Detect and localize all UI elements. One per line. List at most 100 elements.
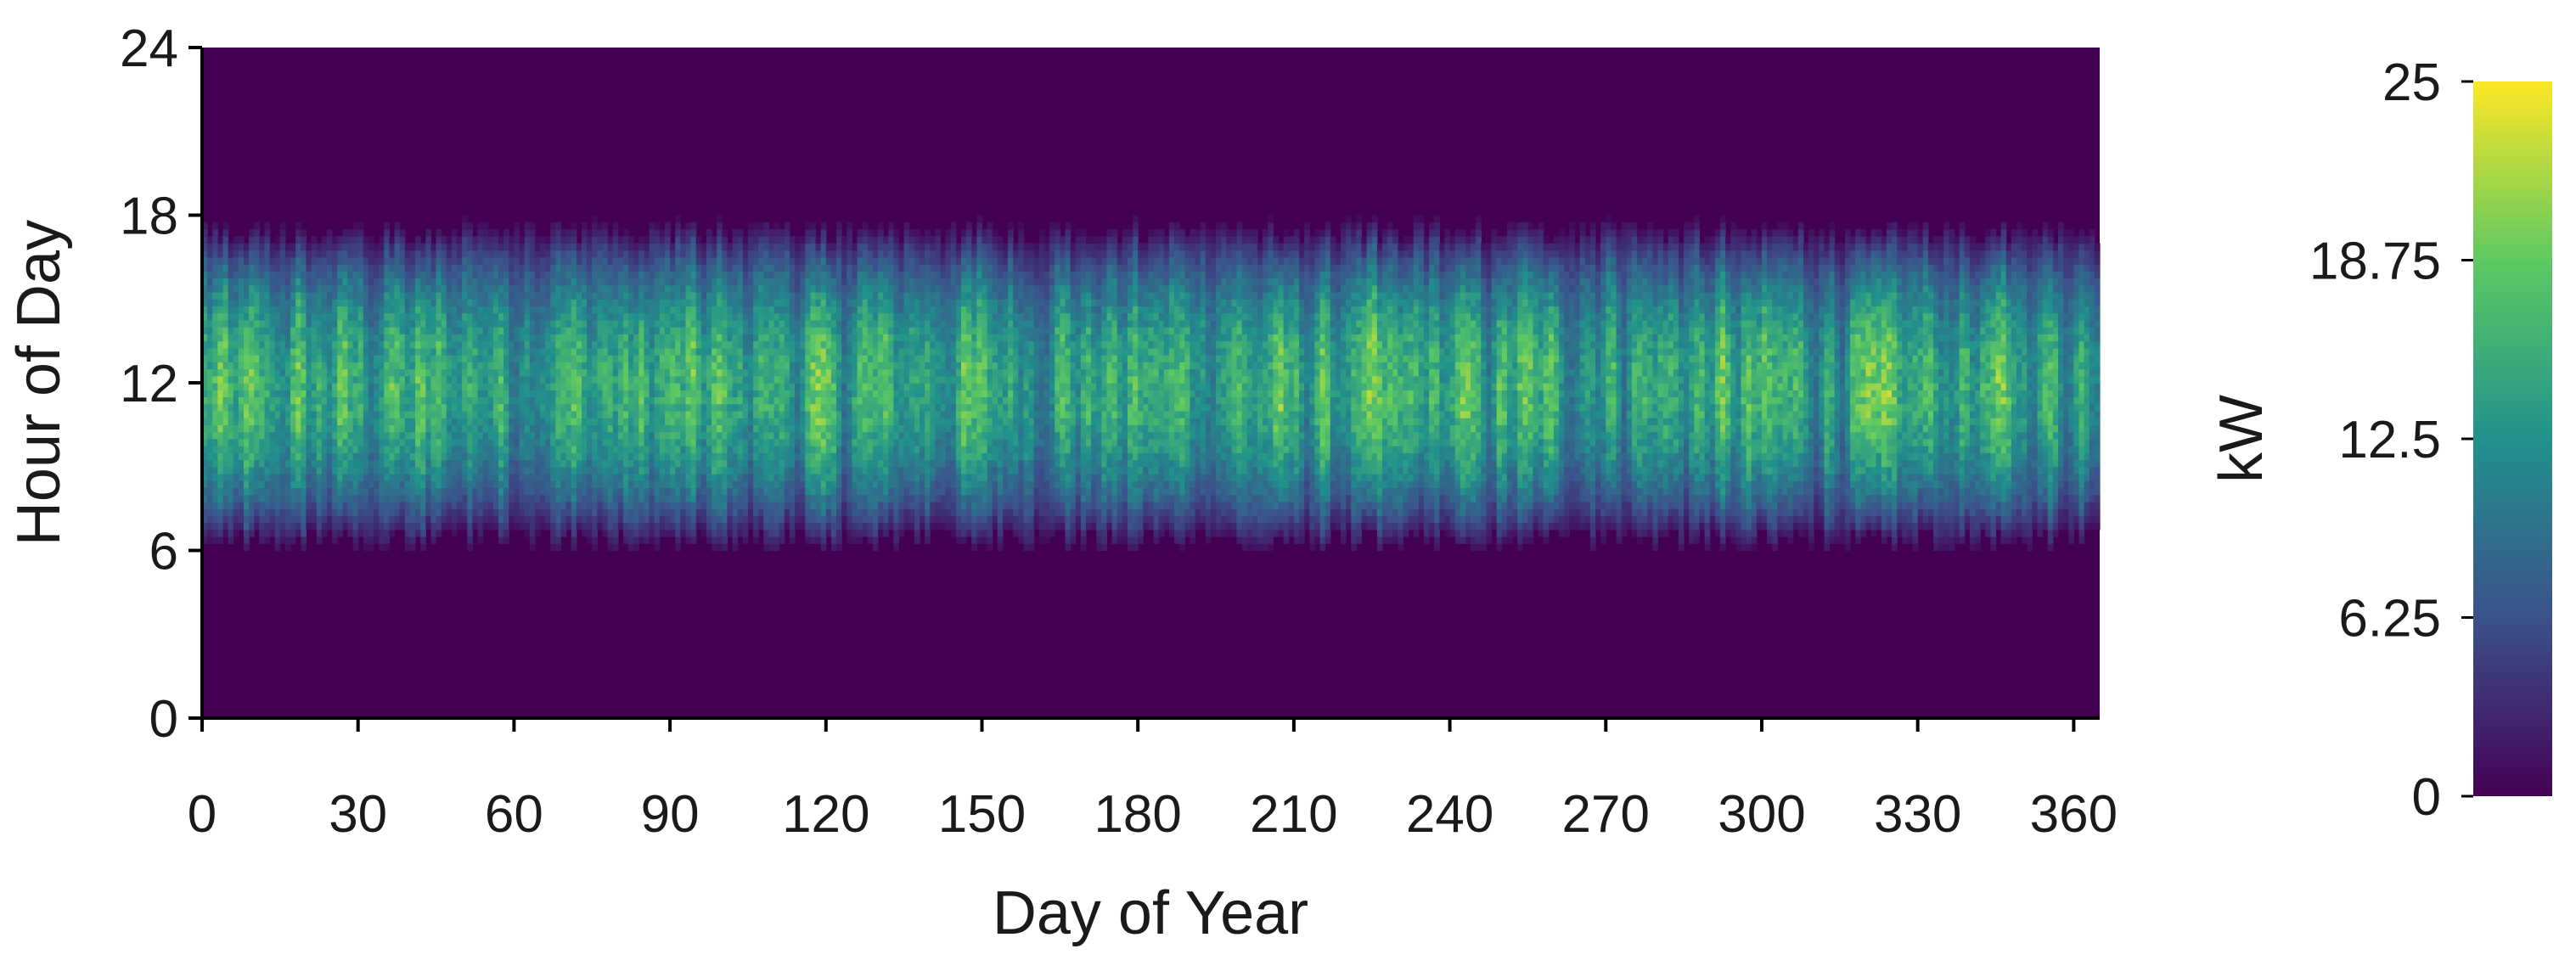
heatmap-cell bbox=[587, 536, 593, 544]
heatmap-cell bbox=[509, 459, 515, 468]
heatmap-cell bbox=[509, 446, 515, 453]
heatmap-cell bbox=[207, 256, 213, 265]
heatmap-cell bbox=[587, 487, 593, 496]
heatmap-cell bbox=[379, 438, 385, 446]
heatmap-cell bbox=[670, 424, 676, 433]
heatmap-cell bbox=[545, 375, 551, 384]
heatmap-cell bbox=[742, 292, 749, 300]
heatmap-cell bbox=[758, 403, 764, 412]
heatmap-cell bbox=[467, 368, 474, 377]
heatmap-cell bbox=[202, 522, 208, 531]
heatmap-cell bbox=[274, 480, 281, 489]
heatmap-cell bbox=[347, 319, 354, 328]
heatmap-cell bbox=[695, 473, 702, 481]
heatmap-cell bbox=[243, 284, 250, 293]
heatmap-cell bbox=[212, 299, 218, 307]
heatmap-cell bbox=[519, 473, 526, 481]
heatmap-cell bbox=[498, 368, 504, 377]
heatmap-cell bbox=[441, 243, 447, 251]
heatmap-cell bbox=[238, 256, 245, 265]
heatmap-cell bbox=[773, 312, 780, 321]
heatmap-cell bbox=[290, 459, 296, 468]
heatmap-cell bbox=[306, 347, 312, 356]
heatmap-cell bbox=[649, 501, 655, 509]
heatmap-cell bbox=[659, 529, 666, 537]
heatmap-cell bbox=[524, 256, 531, 265]
heatmap-cell bbox=[597, 410, 604, 418]
heatmap-cell bbox=[436, 299, 442, 307]
heatmap-cell bbox=[233, 312, 239, 321]
heatmap-cell bbox=[347, 446, 354, 453]
heatmap-cell bbox=[529, 536, 536, 544]
heatmap-cell bbox=[462, 299, 468, 307]
heatmap-cell bbox=[306, 250, 312, 258]
heatmap-cell bbox=[727, 396, 734, 405]
heatmap-cell bbox=[321, 306, 328, 314]
heatmap-cell bbox=[509, 522, 515, 531]
heatmap-cell bbox=[430, 494, 437, 502]
heatmap-cell bbox=[514, 236, 520, 244]
heatmap-cell bbox=[519, 466, 526, 474]
heatmap-cell bbox=[284, 473, 291, 481]
heatmap-cell bbox=[592, 438, 598, 446]
heatmap-cell bbox=[690, 396, 697, 405]
heatmap-cell bbox=[576, 319, 582, 328]
heatmap-cell bbox=[592, 383, 598, 390]
heatmap-cell bbox=[368, 431, 374, 440]
heatmap-cell bbox=[644, 271, 650, 279]
heatmap-cell bbox=[509, 243, 515, 251]
heatmap-cell bbox=[233, 383, 239, 390]
heatmap-cell bbox=[321, 515, 328, 524]
heatmap-cell bbox=[576, 508, 582, 516]
heatmap-cell bbox=[249, 508, 255, 516]
heatmap-cell bbox=[233, 347, 239, 356]
heatmap-cell bbox=[695, 312, 702, 321]
heatmap-cell bbox=[654, 312, 661, 321]
heatmap-cell bbox=[238, 306, 245, 314]
heatmap-cell bbox=[404, 410, 411, 418]
heatmap-cell bbox=[420, 480, 426, 489]
heatmap-cell bbox=[446, 312, 453, 321]
heatmap-cell bbox=[524, 250, 531, 258]
heatmap-cell bbox=[290, 250, 296, 258]
heatmap-cell bbox=[384, 424, 391, 433]
heatmap-cell bbox=[784, 480, 790, 489]
heatmap-cell bbox=[487, 515, 494, 524]
heatmap-cell bbox=[768, 424, 775, 433]
heatmap-cell bbox=[332, 403, 338, 412]
heatmap-cell bbox=[430, 424, 437, 433]
heatmap-cell bbox=[555, 452, 562, 461]
heatmap-cell bbox=[249, 299, 255, 307]
heatmap-cell bbox=[675, 403, 681, 412]
heatmap-cell bbox=[332, 299, 338, 307]
heatmap-cell bbox=[368, 368, 374, 377]
heatmap-cell bbox=[379, 424, 385, 433]
heatmap-cell bbox=[644, 452, 650, 461]
heatmap-cell bbox=[274, 312, 281, 321]
heatmap-cell bbox=[649, 424, 655, 433]
heatmap-cell bbox=[654, 236, 661, 244]
heatmap-cell bbox=[498, 515, 504, 524]
heatmap-cell bbox=[228, 487, 234, 496]
heatmap-cell bbox=[654, 424, 661, 433]
heatmap-cell bbox=[279, 459, 286, 468]
heatmap-cell bbox=[430, 327, 437, 334]
heatmap-cell bbox=[477, 250, 484, 258]
heatmap-cell bbox=[202, 347, 208, 356]
heatmap-cell bbox=[332, 340, 338, 349]
heatmap-cell bbox=[628, 327, 634, 334]
heatmap-cell bbox=[509, 368, 515, 377]
heatmap-cell bbox=[737, 529, 744, 537]
heatmap-cell bbox=[675, 390, 681, 398]
heatmap-cell bbox=[607, 438, 614, 446]
heatmap-cell bbox=[399, 278, 406, 286]
heatmap-cell bbox=[597, 278, 604, 286]
heatmap-cell bbox=[519, 271, 526, 279]
heatmap-cell bbox=[425, 292, 432, 300]
heatmap-cell bbox=[306, 418, 312, 425]
heatmap-cell bbox=[337, 529, 343, 537]
heatmap-cell bbox=[222, 222, 229, 230]
heatmap-cell bbox=[457, 334, 463, 342]
heatmap-cell bbox=[467, 362, 474, 370]
heatmap-cell bbox=[773, 292, 780, 300]
